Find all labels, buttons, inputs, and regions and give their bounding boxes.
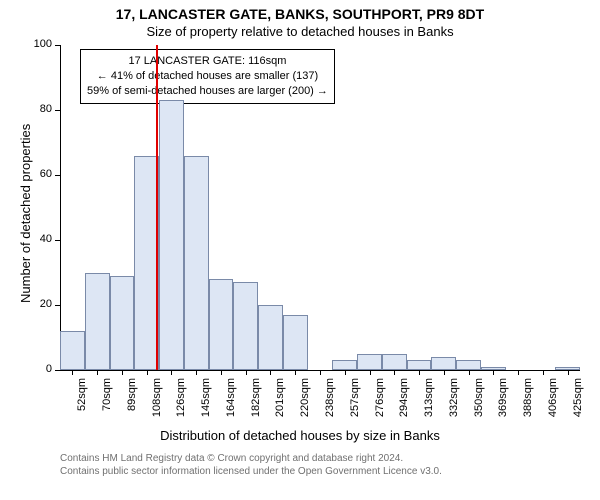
x-tick-label: 313sqm [423,378,435,428]
histogram-bar [233,282,258,370]
x-tick-label: 145sqm [200,378,212,428]
histogram-bar [382,354,407,370]
x-tick [320,370,321,375]
footer-line-2: Contains public sector information licen… [60,465,442,478]
y-tick-label: 20 [0,298,52,310]
y-tick-label: 80 [0,103,52,115]
x-tick [444,370,445,375]
histogram-bar [110,276,135,370]
histogram-bar [456,360,481,370]
info-line-1: 17 LANCASTER GATE: 116sqm [87,54,328,69]
histogram-bar [431,357,456,370]
x-tick-label: 201sqm [274,378,286,428]
x-tick [270,370,271,375]
x-tick-label: 89sqm [126,378,138,428]
x-tick-label: 406sqm [547,378,559,428]
histogram-bar [357,354,382,370]
y-tick [55,45,60,46]
histogram-bar [159,100,184,370]
x-tick-label: 70sqm [101,378,113,428]
footer-attribution: Contains HM Land Registry data © Crown c… [60,452,442,478]
x-tick-label: 126sqm [175,378,187,428]
y-tick [55,240,60,241]
x-tick [394,370,395,375]
info-line-3: 59% of semi-detached houses are larger (… [87,84,328,99]
footer-line-1: Contains HM Land Registry data © Crown c… [60,452,442,465]
histogram-bar [60,331,85,370]
x-tick [568,370,569,375]
info-box: 17 LANCASTER GATE: 116sqm ← 41% of detac… [80,49,335,104]
x-tick [295,370,296,375]
histogram-bar [85,273,110,371]
x-tick [221,370,222,375]
marker-line [156,45,158,370]
histogram-bar [283,315,308,370]
y-tick [55,305,60,306]
x-tick-label: 52sqm [76,378,88,428]
x-tick-label: 164sqm [225,378,237,428]
x-tick-label: 388sqm [522,378,534,428]
x-tick [97,370,98,375]
x-tick [147,370,148,375]
histogram-bar [184,156,209,371]
y-tick-label: 100 [0,38,52,50]
y-axis-line [60,45,61,370]
x-tick [370,370,371,375]
y-tick [55,175,60,176]
x-tick-label: 369sqm [497,378,509,428]
x-tick [543,370,544,375]
x-tick [246,370,247,375]
y-tick-label: 0 [0,363,52,375]
x-tick-label: 294sqm [398,378,410,428]
x-tick [419,370,420,375]
x-tick-label: 220sqm [299,378,311,428]
y-tick-label: 60 [0,168,52,180]
x-tick [171,370,172,375]
y-tick [55,370,60,371]
x-tick [493,370,494,375]
x-tick [469,370,470,375]
x-tick-label: 276sqm [374,378,386,428]
x-tick [72,370,73,375]
x-tick-label: 350sqm [473,378,485,428]
x-tick-label: 238sqm [324,378,336,428]
y-axis-label: Number of detached properties [18,123,33,302]
histogram-bar [407,360,432,370]
chart-container: 17, LANCASTER GATE, BANKS, SOUTHPORT, PR… [0,0,600,500]
histogram-bar [134,156,159,371]
histogram-bar [332,360,357,370]
x-tick-label: 425sqm [572,378,584,428]
x-tick [122,370,123,375]
x-tick [196,370,197,375]
chart-subtitle: Size of property relative to detached ho… [0,24,600,39]
x-tick-label: 182sqm [250,378,262,428]
info-line-2: ← 41% of detached houses are smaller (13… [87,69,328,84]
chart-title: 17, LANCASTER GATE, BANKS, SOUTHPORT, PR… [0,6,600,22]
histogram-bar [209,279,234,370]
y-tick-label: 40 [0,233,52,245]
x-tick-label: 332sqm [448,378,460,428]
x-tick-label: 257sqm [349,378,361,428]
x-tick-label: 108sqm [151,378,163,428]
x-axis-label: Distribution of detached houses by size … [0,428,600,443]
y-tick [55,110,60,111]
histogram-bar [258,305,283,370]
x-tick [345,370,346,375]
x-tick [518,370,519,375]
